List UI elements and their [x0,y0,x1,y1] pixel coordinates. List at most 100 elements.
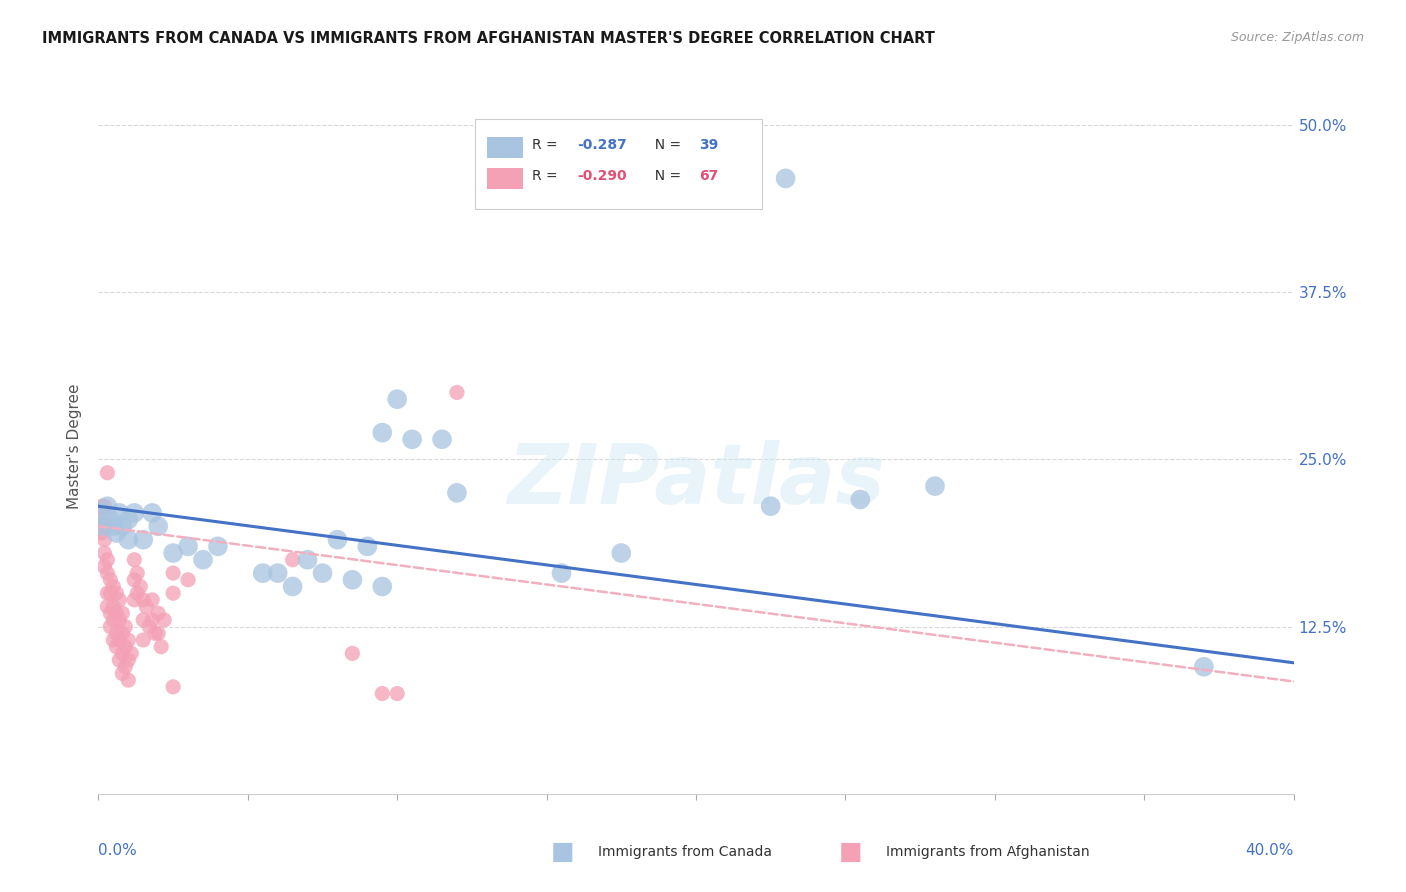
Point [252,566,274,581]
Point [446,385,468,400]
Point [117,512,139,526]
Text: -0.287: -0.287 [578,138,627,153]
Text: Immigrants from Afghanistan: Immigrants from Afghanistan [886,845,1090,859]
Point [96,466,118,480]
Point [114,640,136,654]
Point [111,519,134,533]
Text: ■: ■ [839,840,862,863]
Point [371,687,394,701]
Point [610,546,633,560]
Point [356,539,378,553]
FancyBboxPatch shape [475,119,762,210]
Point [446,485,468,500]
Text: R =: R = [533,169,562,183]
Text: Immigrants from Canada: Immigrants from Canada [598,845,772,859]
Point [162,586,184,600]
Point [96,500,118,514]
Point [267,566,290,581]
Text: 0.0%: 0.0% [98,843,138,857]
Point [114,619,136,633]
Point [132,633,155,648]
Point [93,546,115,560]
Point [100,619,122,633]
Point [96,552,118,567]
FancyBboxPatch shape [486,137,523,158]
Point [90,526,112,541]
Point [108,653,131,667]
Point [141,506,163,520]
Point [111,666,134,681]
Point [371,425,394,440]
Point [111,607,134,621]
Point [129,580,152,594]
Point [100,573,122,587]
Point [281,580,304,594]
Point [100,512,122,526]
Point [430,433,453,447]
Point [281,552,304,567]
FancyBboxPatch shape [486,168,523,188]
Point [342,646,364,660]
Point [105,626,128,640]
Point [207,539,229,553]
Point [103,613,125,627]
Point [93,500,115,514]
Text: 39: 39 [700,138,718,153]
Point [141,613,163,627]
Point [117,653,139,667]
Point [103,519,125,533]
Point [550,566,572,581]
Point [93,533,115,547]
Point [177,573,200,587]
Point [148,626,170,640]
Point [96,566,118,581]
Point [162,566,184,581]
Point [90,500,112,514]
Point [117,533,139,547]
Point [103,599,125,614]
Text: N =: N = [645,138,685,153]
Text: 67: 67 [700,169,718,183]
Text: IMMIGRANTS FROM CANADA VS IMMIGRANTS FROM AFGHANISTAN MASTER'S DEGREE CORRELATIO: IMMIGRANTS FROM CANADA VS IMMIGRANTS FRO… [42,31,935,46]
Point [108,592,131,607]
Point [385,687,409,701]
Point [775,171,797,186]
Point [143,626,166,640]
Point [93,519,115,533]
Point [148,607,170,621]
Point [150,640,173,654]
Point [342,573,364,587]
Point [108,613,131,627]
Text: 40.0%: 40.0% [1246,843,1294,857]
Y-axis label: Master's Degree: Master's Degree [67,384,83,508]
Point [385,392,409,407]
Text: R =: R = [533,138,562,153]
Point [93,519,115,533]
Point [191,552,214,567]
Point [105,586,128,600]
Text: ZIPatlas: ZIPatlas [508,441,884,521]
Point [105,526,128,541]
Point [108,506,131,520]
Point [759,500,782,514]
Point [326,533,349,547]
Point [108,633,131,648]
Point [127,586,149,600]
Point [100,586,122,600]
Point [96,586,118,600]
Point [103,580,125,594]
Point [120,646,142,660]
Point [124,573,146,587]
Point [153,613,176,627]
Point [135,599,157,614]
Point [177,539,200,553]
Point [924,479,946,493]
Point [90,512,112,526]
Point [93,559,115,574]
Point [162,546,184,560]
Point [297,552,319,567]
Point [100,607,122,621]
Point [162,680,184,694]
Text: N =: N = [645,169,685,183]
Point [111,646,134,660]
